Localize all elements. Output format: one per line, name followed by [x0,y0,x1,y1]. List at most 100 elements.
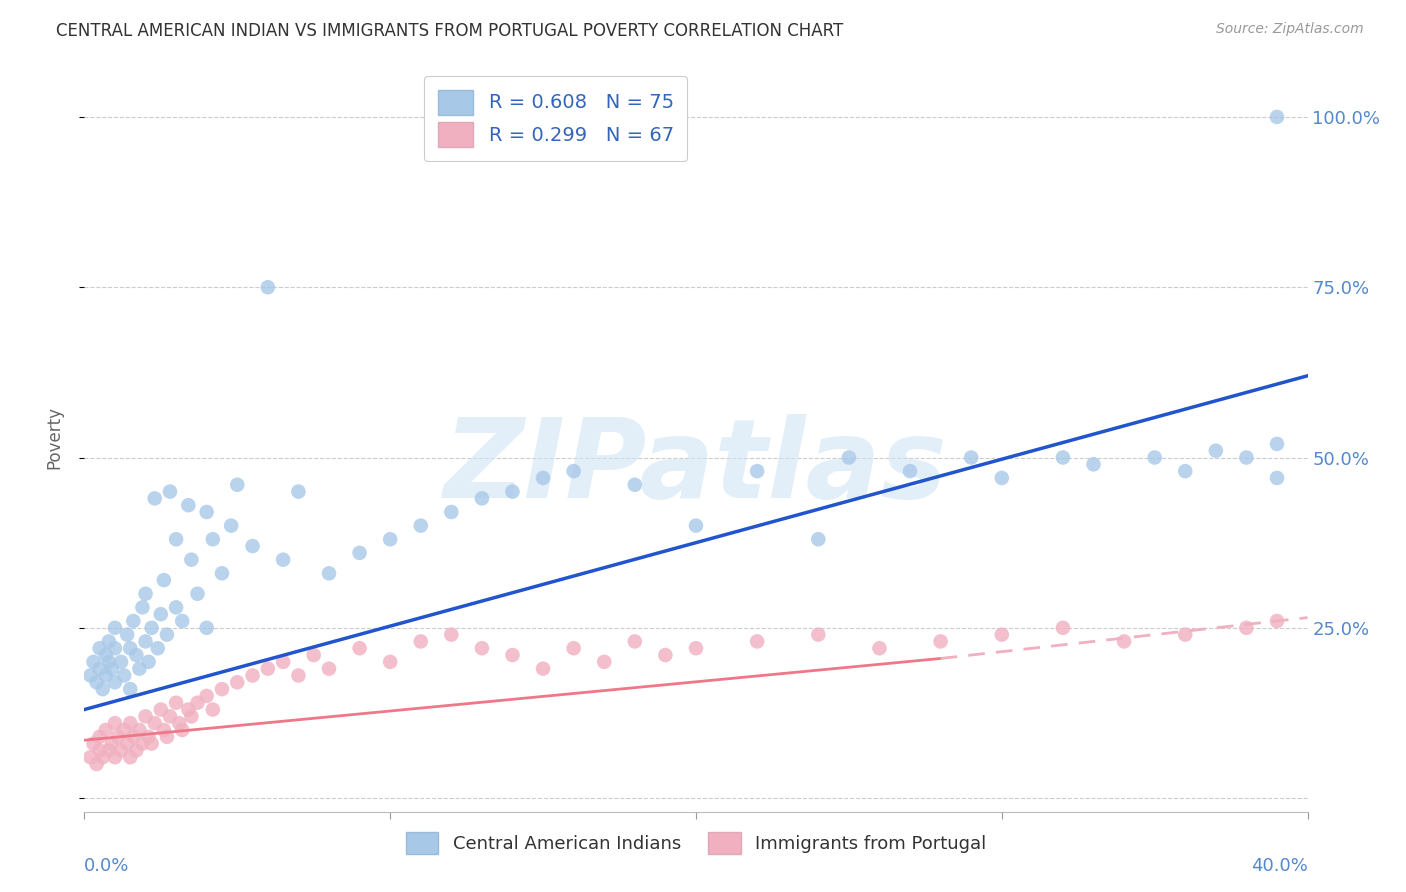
Point [141,621,163,635]
Point [104,750,127,764]
Text: Source: ZipAtlas.com: Source: ZipAtlas.com [1216,22,1364,37]
Point [807,533,830,547]
Point [165,533,187,547]
Point [153,723,176,737]
Text: ZIPatlas: ZIPatlas [444,414,948,521]
Point [991,471,1014,485]
Point [211,682,233,697]
Point [1052,450,1074,465]
Point [502,648,524,662]
Point [138,655,160,669]
Point [91,682,114,697]
Point [115,737,138,751]
Point [156,627,179,641]
Point [91,750,114,764]
Point [97,655,120,669]
Point [991,627,1014,641]
Point [807,627,830,641]
Point [1052,621,1074,635]
Point [146,641,169,656]
Legend: Central American Indians, Immigrants from Portugal: Central American Indians, Immigrants fro… [396,822,995,863]
Point [125,648,148,662]
Point [153,573,176,587]
Point [172,614,194,628]
Point [195,689,218,703]
Point [257,662,280,676]
Point [143,491,166,506]
Point [159,709,181,723]
Point [440,505,463,519]
Point [838,450,860,465]
Point [624,477,647,491]
Point [1236,621,1258,635]
Y-axis label: Poverty: Poverty [45,406,63,468]
Text: CENTRAL AMERICAN INDIAN VS IMMIGRANTS FROM PORTUGAL POVERTY CORRELATION CHART: CENTRAL AMERICAN INDIAN VS IMMIGRANTS FR… [56,22,844,40]
Point [131,737,153,751]
Point [101,662,124,676]
Point [349,546,371,560]
Point [257,280,280,294]
Point [1143,450,1166,465]
Point [318,662,340,676]
Point [120,750,142,764]
Point [112,668,135,682]
Point [97,743,120,757]
Point [149,702,172,716]
Point [1236,450,1258,465]
Point [1174,464,1197,478]
Point [120,641,142,656]
Point [960,450,983,465]
Point [409,634,432,648]
Point [83,737,105,751]
Point [747,464,769,478]
Point [1083,458,1105,472]
Point [211,566,233,581]
Point [624,634,647,648]
Point [287,484,309,499]
Point [502,484,524,499]
Point [97,634,120,648]
Point [112,723,135,737]
Point [562,641,585,656]
Point [380,533,402,547]
Point [349,641,371,656]
Point [149,607,172,622]
Point [898,464,921,478]
Point [110,655,132,669]
Point [104,716,127,731]
Point [107,730,129,744]
Point [302,648,325,662]
Point [1205,443,1227,458]
Point [115,627,138,641]
Point [83,655,105,669]
Point [318,566,340,581]
Point [929,634,952,648]
Point [271,552,294,566]
Point [287,668,309,682]
Point [104,641,127,656]
Point [195,621,218,635]
Point [165,696,187,710]
Point [562,464,585,478]
Point [101,737,124,751]
Point [135,634,157,648]
Text: 0.0%: 0.0% [84,856,129,875]
Point [1265,614,1288,628]
Point [138,730,160,744]
Point [242,668,264,682]
Point [471,491,494,506]
Point [94,668,117,682]
Point [531,662,554,676]
Point [747,634,769,648]
Point [167,716,190,731]
Point [104,621,127,635]
Point [271,655,294,669]
Point [180,709,202,723]
Point [1174,627,1197,641]
Point [122,614,145,628]
Point [1265,471,1288,485]
Point [89,730,111,744]
Point [1114,634,1136,648]
Point [89,641,111,656]
Point [186,587,208,601]
